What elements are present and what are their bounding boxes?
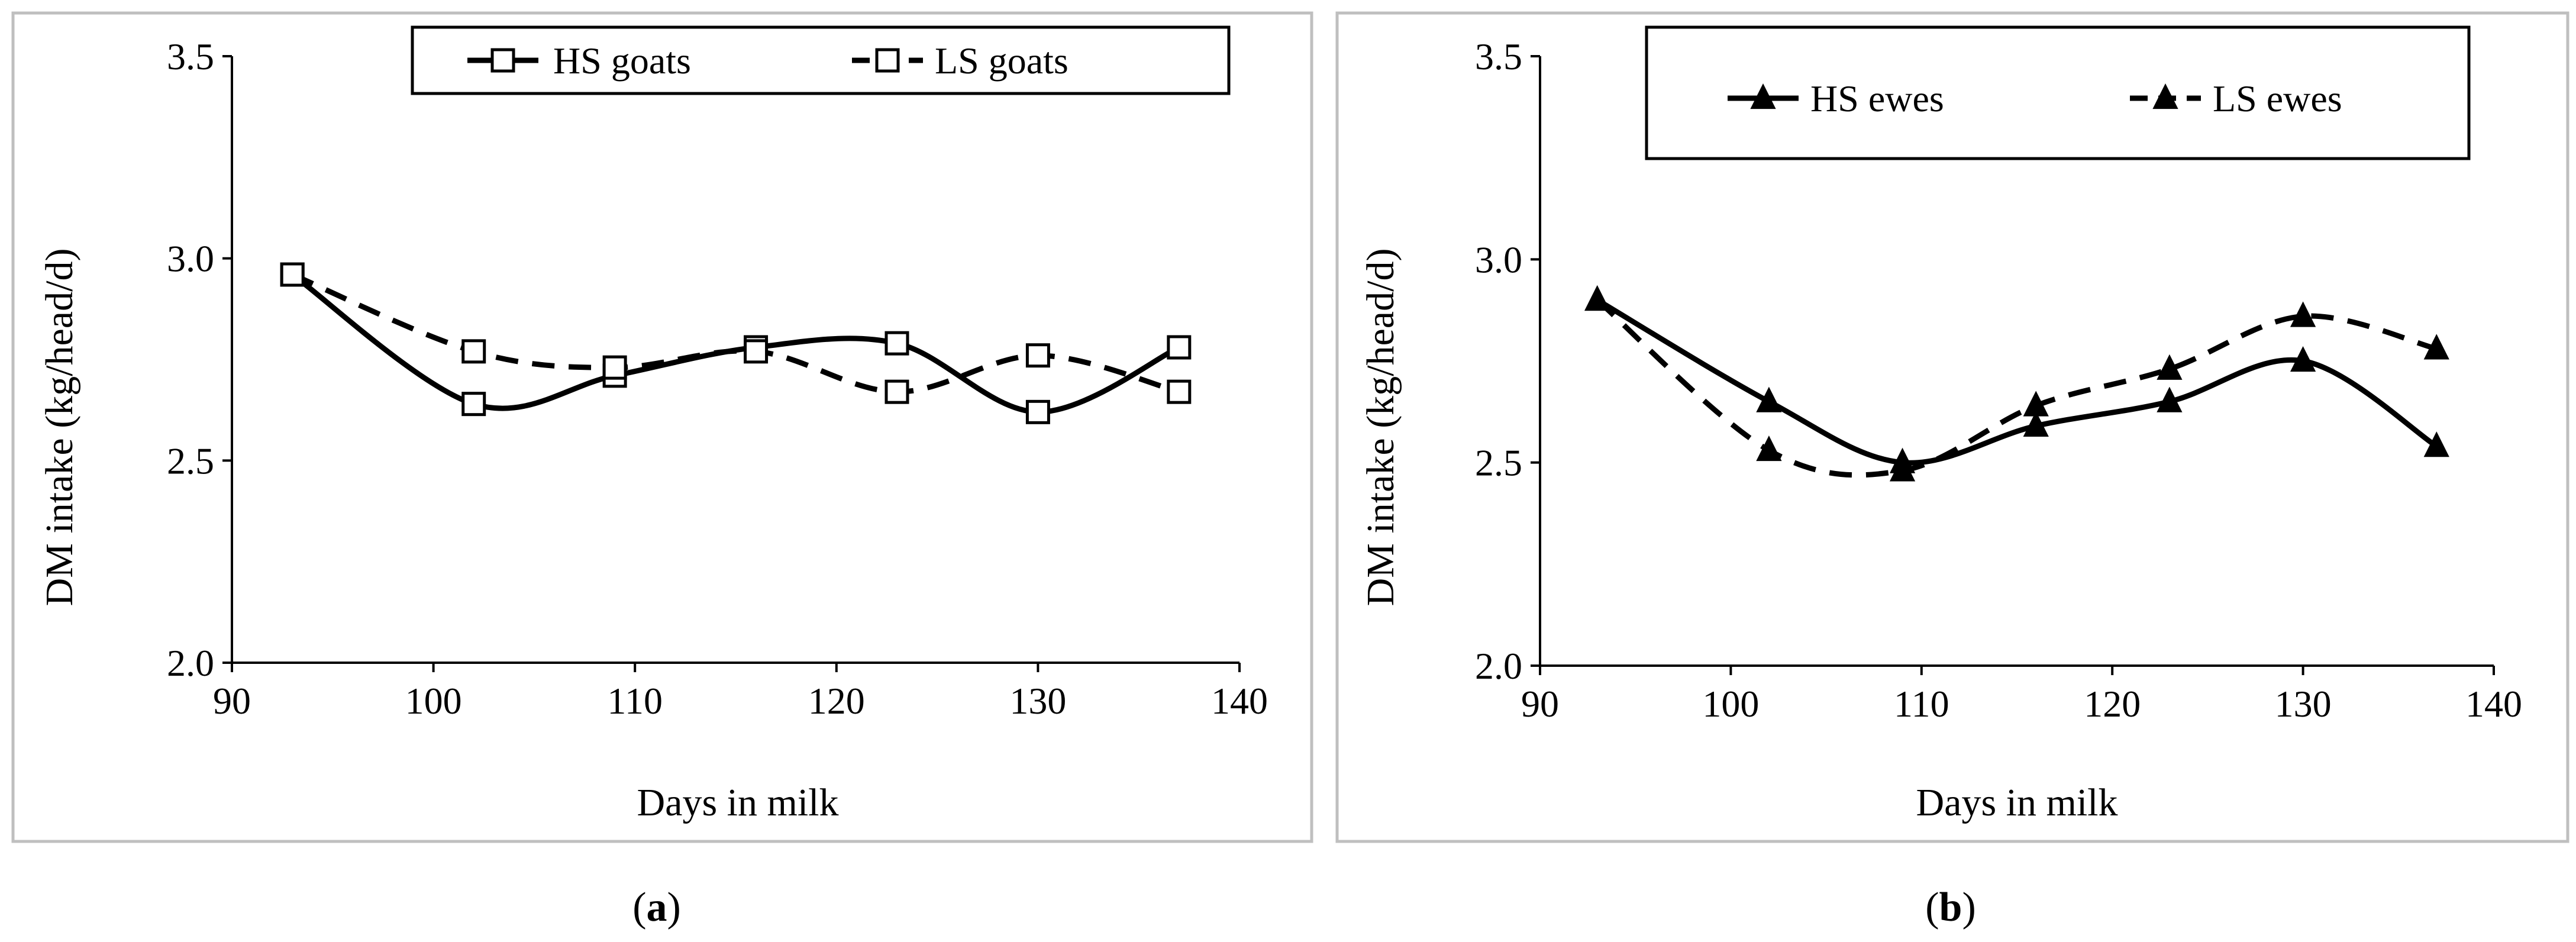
data-point-a-1-4 [885,379,909,404]
data-point-b-0-6 [2423,431,2449,457]
legend-marker-b-0 [1750,83,1776,109]
x-tick-label-a-1: 100 [405,680,462,722]
x-tick-label-b-5: 140 [2465,683,2522,725]
y-tick-label-b-3: 3.5 [1475,36,1522,78]
caption-a-letter: a [647,885,667,930]
x-tick-label-b-3: 120 [2084,683,2141,725]
series-line-a-1 [291,272,1180,395]
x-tick-label-a-3: 120 [808,680,865,722]
data-point-b-0-1 [1756,386,1782,412]
x-axis-label-a: Days in milk [637,781,839,824]
series-line-a-0 [290,272,1180,415]
caption-a: (a) [632,885,681,930]
y-tick-label-a-1: 2.5 [167,440,214,482]
x-tick-label-a-5: 140 [1211,680,1268,722]
data-point-b-1-6 [2423,334,2449,360]
legend-b: HS ewes LS ewes [1645,25,2471,160]
data-point-b-1-4 [2157,354,2183,380]
data-point-b-1-1 [1756,435,1782,462]
legend-marker-a-0 [490,48,515,73]
x-tick-label-b-1: 100 [1702,683,1759,725]
data-point-b-1-2 [1889,456,1916,482]
y-tick-label-a-0: 2.0 [167,642,214,684]
legend-box-a [411,25,1231,95]
data-point-b-0-4 [2157,386,2183,412]
data-point-b-0-5 [2290,346,2316,372]
data-point-b-1-5 [2290,301,2316,327]
data-point-b-1-3 [2023,391,2049,417]
x-tick-label-b-0: 90 [1521,683,1559,725]
x-tick-label-a-0: 90 [213,680,251,722]
legend-label-b-1: LS ewes [2213,78,2342,120]
chart-panel-b: 2.0 2.5 3.0 3.5 90 100 110 120 130 140 HS ewes LS … [1335,11,2569,843]
legend-label-a-0: HS goats [553,40,691,82]
data-point-a-0-4 [885,331,909,356]
y-axis-label-b: DM intake (kg/head/d) [1359,249,1402,607]
data-point-a-1-6 [1167,379,1192,404]
data-point-a-1-3 [744,339,769,364]
y-tick-label-b-0: 2.0 [1475,645,1522,687]
data-point-a-0-1 [461,392,486,417]
chart-frame-b [1335,11,2569,843]
y-tick-label-a-3: 3.5 [167,36,214,78]
data-point-a-1-5 [1025,343,1050,368]
legend-marker-a-1 [875,48,900,73]
y-tick-label-a-2: 3.0 [167,238,214,280]
legend-label-b-0: HS ewes [1810,78,1944,120]
data-point-b-1-0 [1584,285,1610,311]
y-axis-label-a: DM intake (kg/head/d) [38,249,81,607]
chart-panel-a: 2.0 2.5 3.0 3.5 90 100 110 120 130 140 HS goats LS… [11,11,1313,843]
data-point-b-0-3 [2023,411,2049,437]
chart-frame-a [11,11,1313,843]
legend-marker-b-1 [2152,83,2178,109]
caption-b: (b) [1925,885,1976,930]
y-tick-label-b-2: 3.0 [1475,238,1522,280]
x-tick-label-b-4: 130 [2275,683,2332,725]
caption-b-letter: b [1939,885,1962,930]
x-axis-label-b: Days in milk [1916,781,2118,824]
data-point-a-0-5 [1025,399,1050,424]
x-tick-label-b-2: 110 [1894,683,1949,725]
data-point-a-1-1 [461,339,486,364]
data-point-a-1-0 [280,262,305,287]
legend-a: HS goats LS goats [411,25,1231,95]
legend-box-b [1645,25,2471,160]
y-tick-label-b-1: 2.5 [1475,442,1522,484]
data-point-a-0-6 [1167,335,1192,360]
legend-label-a-1: LS goats [935,40,1069,82]
data-point-a-1-2 [602,355,627,380]
x-tick-label-a-4: 130 [1009,680,1066,722]
x-tick-label-a-2: 110 [607,680,663,722]
